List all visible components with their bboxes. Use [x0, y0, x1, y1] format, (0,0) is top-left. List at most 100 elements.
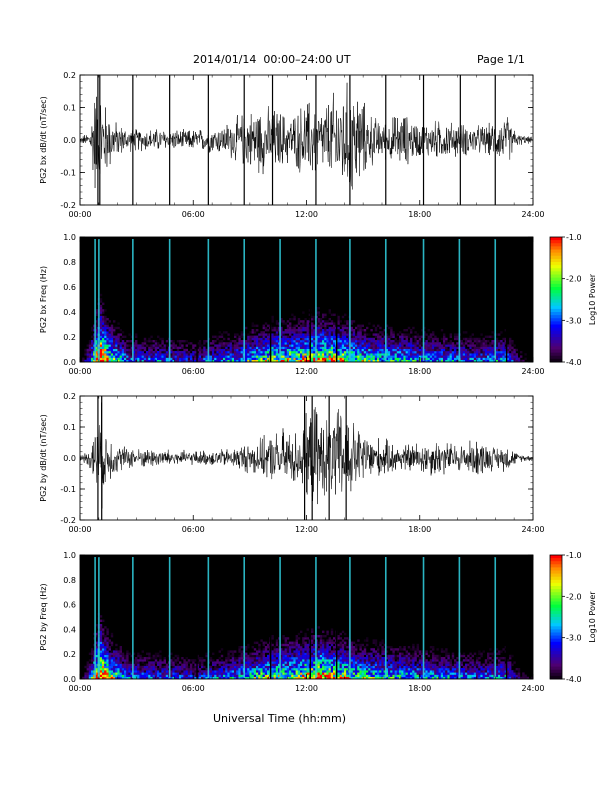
- spectrogram-cell: [302, 326, 305, 330]
- spectrogram-cell: [113, 346, 116, 349]
- spectrogram-cell: [297, 331, 301, 334]
- spectrogram-cell: [324, 357, 327, 360]
- spectrogram-cell: [267, 659, 270, 662]
- spectrogram-cell: [473, 340, 477, 343]
- spectrogram-cell: [128, 652, 131, 655]
- spectrogram-cell: [511, 355, 514, 358]
- spectrogram-cell: [418, 348, 422, 352]
- spectrogram-cell: [185, 348, 188, 352]
- spectrogram-cell: [341, 663, 345, 666]
- spectrogram-cell: [150, 663, 153, 666]
- spectrogram-cell: [104, 635, 107, 638]
- spectrogram-cell: [511, 346, 514, 349]
- spectrogram-cell: [326, 320, 329, 323]
- spectrogram-cell: [333, 337, 336, 341]
- spectrogram-cell: [366, 652, 369, 655]
- spectrogram-cell: [379, 663, 382, 666]
- spectrogram-cell: [126, 344, 129, 347]
- spectrogram-cell: [247, 355, 250, 358]
- spectrogram-cell: [102, 663, 105, 666]
- spectrogram-cell: [86, 359, 89, 363]
- spectrogram-cell: [289, 322, 292, 325]
- spectrogram-cell: [106, 663, 109, 666]
- spectrogram-cell: [363, 342, 367, 345]
- spectrogram-cell: [198, 672, 202, 675]
- spectrogram-cell: [185, 661, 188, 664]
- spectrogram-cell: [291, 329, 294, 332]
- spectrogram-cell: [429, 333, 433, 336]
- spectrogram-cell: [146, 665, 149, 669]
- spectrogram-cell: [95, 663, 98, 666]
- spectrogram-cell: [330, 674, 334, 677]
- spectrogram-cell: [429, 340, 433, 343]
- spectrogram-cell: [425, 357, 428, 360]
- spectrogram-cell: [473, 355, 477, 358]
- spectrogram-cell: [352, 346, 356, 349]
- spectrogram-cell: [152, 676, 155, 680]
- spectrogram-cell: [381, 333, 384, 336]
- spectrogram-cell: [282, 348, 285, 352]
- spectrogram-cell: [280, 357, 283, 360]
- spectrogram-cell: [313, 646, 316, 649]
- spectrogram-cell: [225, 670, 228, 673]
- spectrogram-cell: [313, 357, 316, 360]
- spectrogram-cell: [102, 659, 105, 662]
- spectrogram-cell: [326, 329, 329, 332]
- spectrogram-cell: [370, 652, 373, 655]
- spectrogram-cell: [183, 661, 186, 664]
- spectrogram-cell: [117, 348, 120, 352]
- spectrogram-cell: [267, 676, 270, 680]
- spectrogram-cell: [295, 337, 298, 341]
- spectrogram-cell: [95, 342, 98, 345]
- spectrogram-cell: [313, 342, 316, 345]
- spectrogram-cell: [302, 639, 305, 642]
- spectrogram-cell: [429, 353, 433, 356]
- spectrogram-cell: [124, 670, 127, 673]
- spectrogram-cell: [344, 337, 347, 341]
- spectrogram-cell: [264, 335, 268, 338]
- spectrogram-cell: [234, 346, 237, 349]
- spectrogram-cell: [436, 348, 439, 352]
- spectrogram-cell: [363, 663, 367, 666]
- spectrogram-cell: [462, 351, 466, 354]
- spectrogram-cell: [185, 351, 188, 354]
- spectrogram-cell: [99, 661, 103, 664]
- spectrogram-cell: [337, 643, 340, 647]
- spectrogram-cell: [253, 335, 257, 338]
- spectrogram-cell: [185, 344, 188, 347]
- spectrogram-cell: [401, 657, 404, 660]
- spectrogram-cell: [487, 346, 490, 349]
- spectrogram-cell: [88, 670, 92, 673]
- spectrogram-cell: [110, 641, 114, 644]
- spectrogram-cell: [319, 353, 323, 356]
- spectrogram-cell: [317, 668, 320, 671]
- spectrogram-cell: [300, 674, 303, 677]
- spectrogram-cell: [423, 359, 426, 363]
- spectrogram-cell: [313, 657, 316, 660]
- y-tick-label: 0.8: [63, 258, 76, 267]
- spectrogram-cell: [293, 668, 296, 671]
- spectrogram-cell: [295, 342, 298, 345]
- spectrogram-cell: [302, 663, 305, 666]
- spectrogram-cell: [344, 359, 347, 363]
- spectrogram-cell: [172, 661, 175, 664]
- spectrogram-cell: [302, 668, 305, 671]
- spectrogram-cell: [260, 674, 263, 677]
- spectrogram-cell: [115, 353, 118, 356]
- spectrogram-cell: [355, 643, 358, 647]
- spectrogram-cell: [396, 359, 400, 363]
- spectrogram-cell: [135, 668, 138, 671]
- spectrogram-cell: [196, 654, 199, 658]
- spectrogram-cell: [190, 672, 193, 675]
- spectrogram-cell: [187, 665, 191, 669]
- spectrogram-cell: [234, 344, 237, 347]
- spectrogram-cell: [291, 359, 294, 363]
- y-tick-label: 0.2: [63, 71, 76, 80]
- spectrogram-cell: [410, 340, 413, 343]
- spectrogram-cell: [377, 672, 380, 675]
- spectrogram-cell: [271, 337, 274, 341]
- spectrogram-cell: [115, 351, 118, 354]
- spectrogram-cell: [502, 359, 505, 363]
- spectrogram-cell: [293, 340, 296, 343]
- spectrogram-cell: [128, 665, 131, 669]
